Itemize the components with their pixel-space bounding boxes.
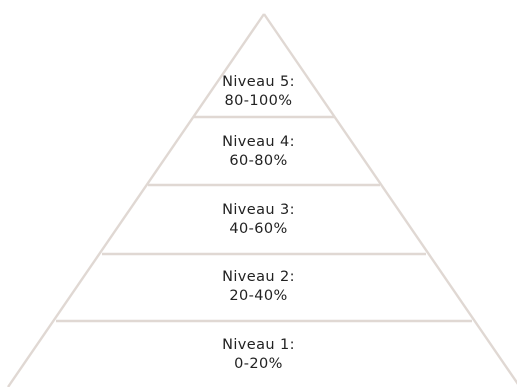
level-5-range: 80-100% (224, 93, 293, 109)
level-3-range: 40-60% (229, 221, 288, 237)
level-5-name: Niveau 5: (222, 74, 295, 90)
pyramid-right-edge (263, 13, 517, 385)
level-5-label: Niveau 5: 80-100% (0, 73, 517, 111)
level-3-name: Niveau 3: (222, 202, 295, 218)
level-4-name: Niveau 4: (222, 134, 295, 150)
level-2-label: Niveau 2: 20-40% (0, 268, 517, 306)
level-1-name: Niveau 1: (222, 337, 295, 353)
pyramid-left-edge (7, 13, 265, 387)
level-2-range: 20-40% (229, 288, 288, 304)
level-1-label: Niveau 1: 0-20% (0, 336, 517, 374)
level-4-range: 60-80% (229, 153, 288, 169)
level-2-name: Niveau 2: (222, 269, 295, 285)
level-1-range: 0-20% (234, 356, 283, 372)
level-4-label: Niveau 4: 60-80% (0, 133, 517, 171)
level-3-label: Niveau 3: 40-60% (0, 201, 517, 239)
